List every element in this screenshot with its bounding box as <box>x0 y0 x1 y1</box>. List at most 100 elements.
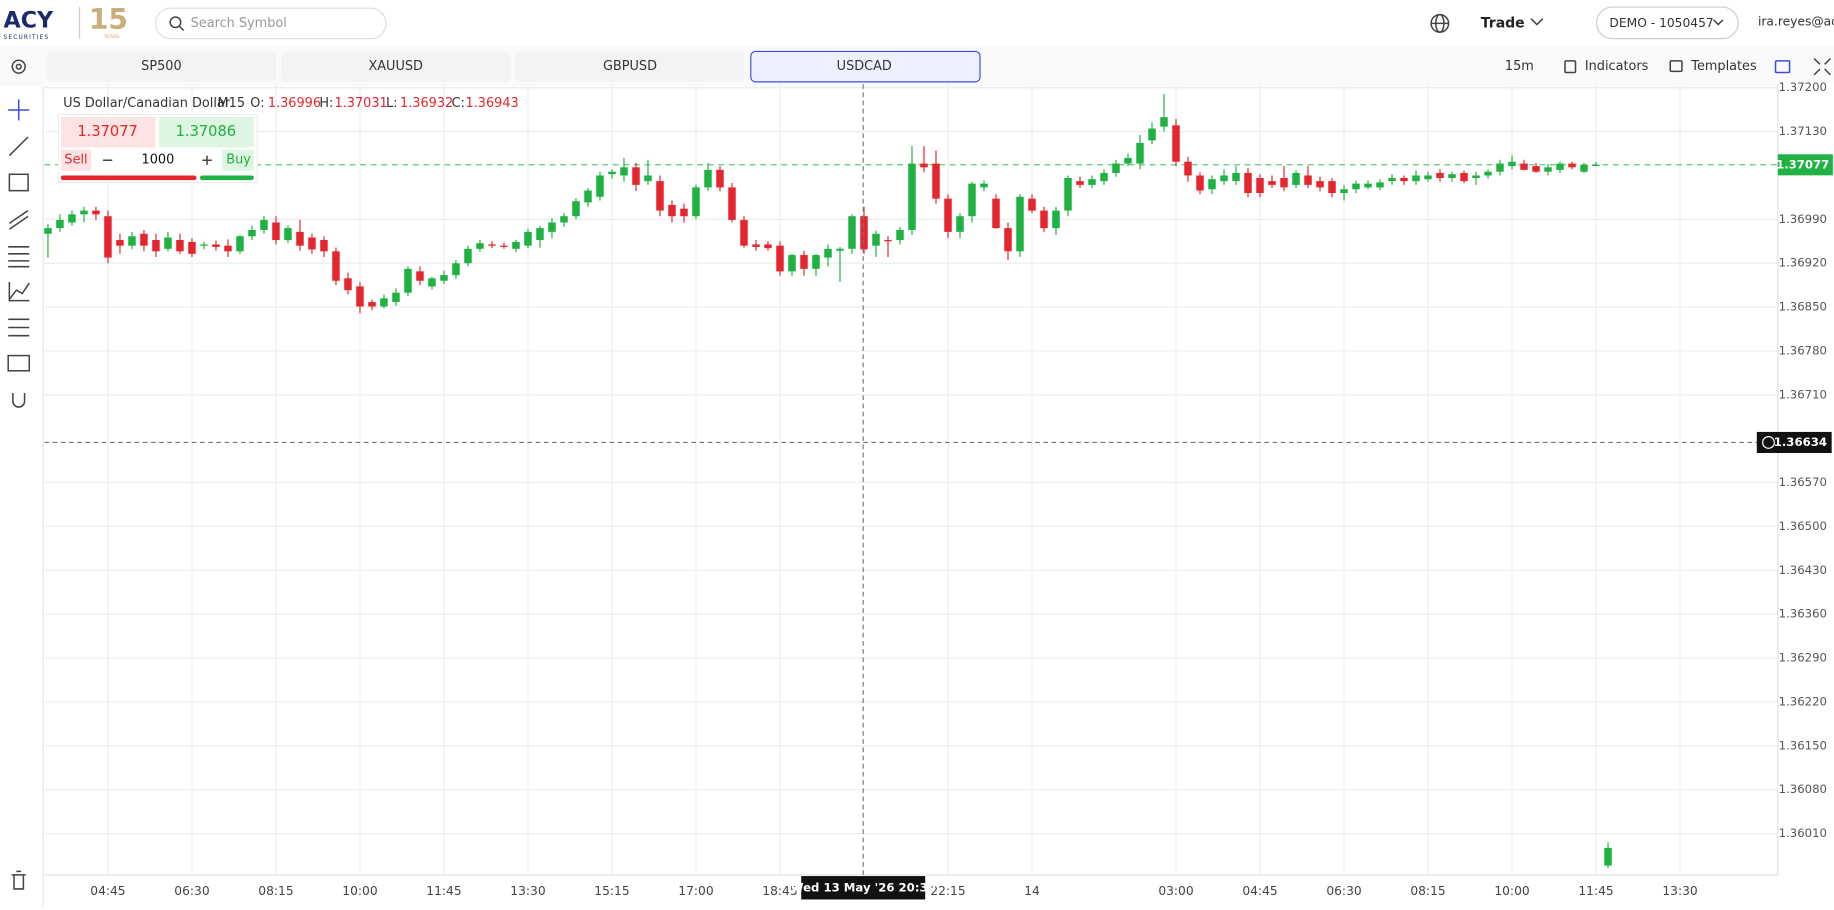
candle-body <box>704 169 712 188</box>
candle-body <box>776 245 784 272</box>
candle-body <box>1004 228 1012 252</box>
candle-body <box>944 198 952 232</box>
candle-body <box>1364 183 1372 188</box>
candle-body <box>1160 117 1168 127</box>
candle-body <box>620 167 628 176</box>
line-tool[interactable] <box>8 136 29 157</box>
buy-bar <box>200 175 254 181</box>
candle-body <box>848 216 856 249</box>
candle-body <box>608 171 616 175</box>
candle-body <box>44 228 52 234</box>
x-tick-label: 11:45 <box>1578 884 1613 898</box>
candle-body <box>1484 171 1492 176</box>
crosshair-add-icon[interactable] <box>1762 436 1775 449</box>
candle-body <box>1220 175 1228 182</box>
candle-body <box>1184 161 1192 176</box>
candle-body <box>908 163 916 230</box>
ohlc-value: 1.36996 <box>268 95 321 110</box>
logo[interactable]: ACY <box>4 8 55 34</box>
fibonacci-tool[interactable] <box>8 246 30 268</box>
candle-body <box>968 183 976 217</box>
symbol-tab[interactable] <box>46 51 277 82</box>
settings-icon[interactable] <box>11 59 26 74</box>
ohlc-label: C: <box>451 95 464 110</box>
candle-body <box>980 183 988 188</box>
timeframe[interactable]: 15m <box>1505 59 1534 74</box>
sell-box[interactable] <box>60 116 156 148</box>
x-tick-label: 04:45 <box>90 884 125 898</box>
x-tick-label: 22:15 <box>930 884 965 898</box>
candle-body <box>668 204 676 217</box>
crosshair-tool[interactable] <box>8 99 30 121</box>
buy-button-bg <box>222 149 254 171</box>
ohlc-value: 1.36943 <box>466 95 519 110</box>
user[interactable]: ira.reyes@acy <box>1758 15 1834 29</box>
collapse-icon[interactable] <box>1813 57 1832 76</box>
x-tick-label: 17:00 <box>678 884 713 898</box>
crosshair-price: 1.36634 <box>1774 435 1827 449</box>
candle-body <box>368 302 376 307</box>
y-tick-label: 1.36500 <box>1779 519 1827 533</box>
indicators-button[interactable]: Indicators <box>1585 59 1649 74</box>
channel-tool[interactable] <box>8 209 29 230</box>
candle-body <box>824 248 832 258</box>
quantity[interactable]: 1000 <box>142 153 175 168</box>
symbol-tab-label[interactable]: USDCAD <box>837 59 892 74</box>
layout-icon[interactable] <box>1774 60 1791 74</box>
candle-body <box>428 278 436 287</box>
symbol-tab-label[interactable]: GBPUSD <box>603 59 657 74</box>
y-tick-label: 1.36920 <box>1779 256 1827 270</box>
candle-body <box>260 219 268 230</box>
delete-tool[interactable] <box>11 870 26 890</box>
interval: M15 <box>218 95 245 110</box>
candle-body <box>1448 174 1456 178</box>
magnet-tool[interactable] <box>12 393 26 408</box>
candle-body <box>1208 179 1216 190</box>
candle-body <box>452 263 460 276</box>
y-tick-label: 1.36710 <box>1779 387 1827 401</box>
candle-body <box>728 187 736 220</box>
candle-body <box>1256 177 1264 194</box>
buy-box[interactable] <box>159 116 254 148</box>
y-tick-label: 1.36010 <box>1779 826 1827 840</box>
symbol-tab[interactable] <box>281 51 511 82</box>
candle-body <box>752 244 760 247</box>
symbol-tab[interactable] <box>750 50 981 83</box>
candle-body <box>656 181 664 211</box>
buy-price[interactable]: 1.37086 <box>176 123 236 140</box>
rectangle-tool[interactable] <box>8 173 29 192</box>
search-icon <box>169 16 182 29</box>
candle-body <box>380 298 388 307</box>
candle-body <box>56 219 64 229</box>
sell-button[interactable]: Sell <box>64 153 87 168</box>
text-tool[interactable] <box>7 354 31 372</box>
search-box[interactable] <box>154 7 387 40</box>
account[interactable]: DEMO - 1050457 <box>1609 16 1713 30</box>
candle-body <box>1496 163 1504 172</box>
symbol-tab-label[interactable]: XAUUSD <box>368 59 423 74</box>
chart: 1.37200 1.37130 1.36990 1.36920 1.36850 1.367… <box>44 80 1834 900</box>
symbol-tab[interactable] <box>515 51 745 82</box>
buy-button[interactable]: Buy <box>226 153 251 168</box>
symbol-tab-label[interactable]: SP500 <box>141 59 181 74</box>
candle-body <box>560 216 568 223</box>
trade-menu[interactable]: Trade <box>1481 15 1525 31</box>
candle-body <box>1424 175 1432 180</box>
anniversary: 15 <box>89 3 128 36</box>
x-tick-label: 15:15 <box>594 884 629 898</box>
sell-price[interactable]: 1.37077 <box>77 123 137 140</box>
y-tick-label: 1.36290 <box>1779 651 1827 665</box>
candle-body <box>320 240 328 252</box>
crosshair-time-box <box>801 876 926 900</box>
templates-button[interactable]: Templates <box>1690 59 1757 74</box>
account-selector[interactable] <box>1595 6 1739 40</box>
gann-tool[interactable] <box>8 318 30 337</box>
plus-button[interactable] <box>202 155 212 165</box>
candle-body <box>1292 172 1300 185</box>
x-tick-label: 08:15 <box>1410 884 1445 898</box>
y-tick-label: 1.36080 <box>1779 782 1827 796</box>
top-bar: ACY SECURITIES 15 YEARS Search Symbol Tr… <box>4 3 1834 41</box>
pattern-tool[interactable] <box>8 281 30 302</box>
x-tick-label: 18:45 <box>762 884 797 898</box>
search-placeholder[interactable]: Search Symbol <box>191 16 287 31</box>
